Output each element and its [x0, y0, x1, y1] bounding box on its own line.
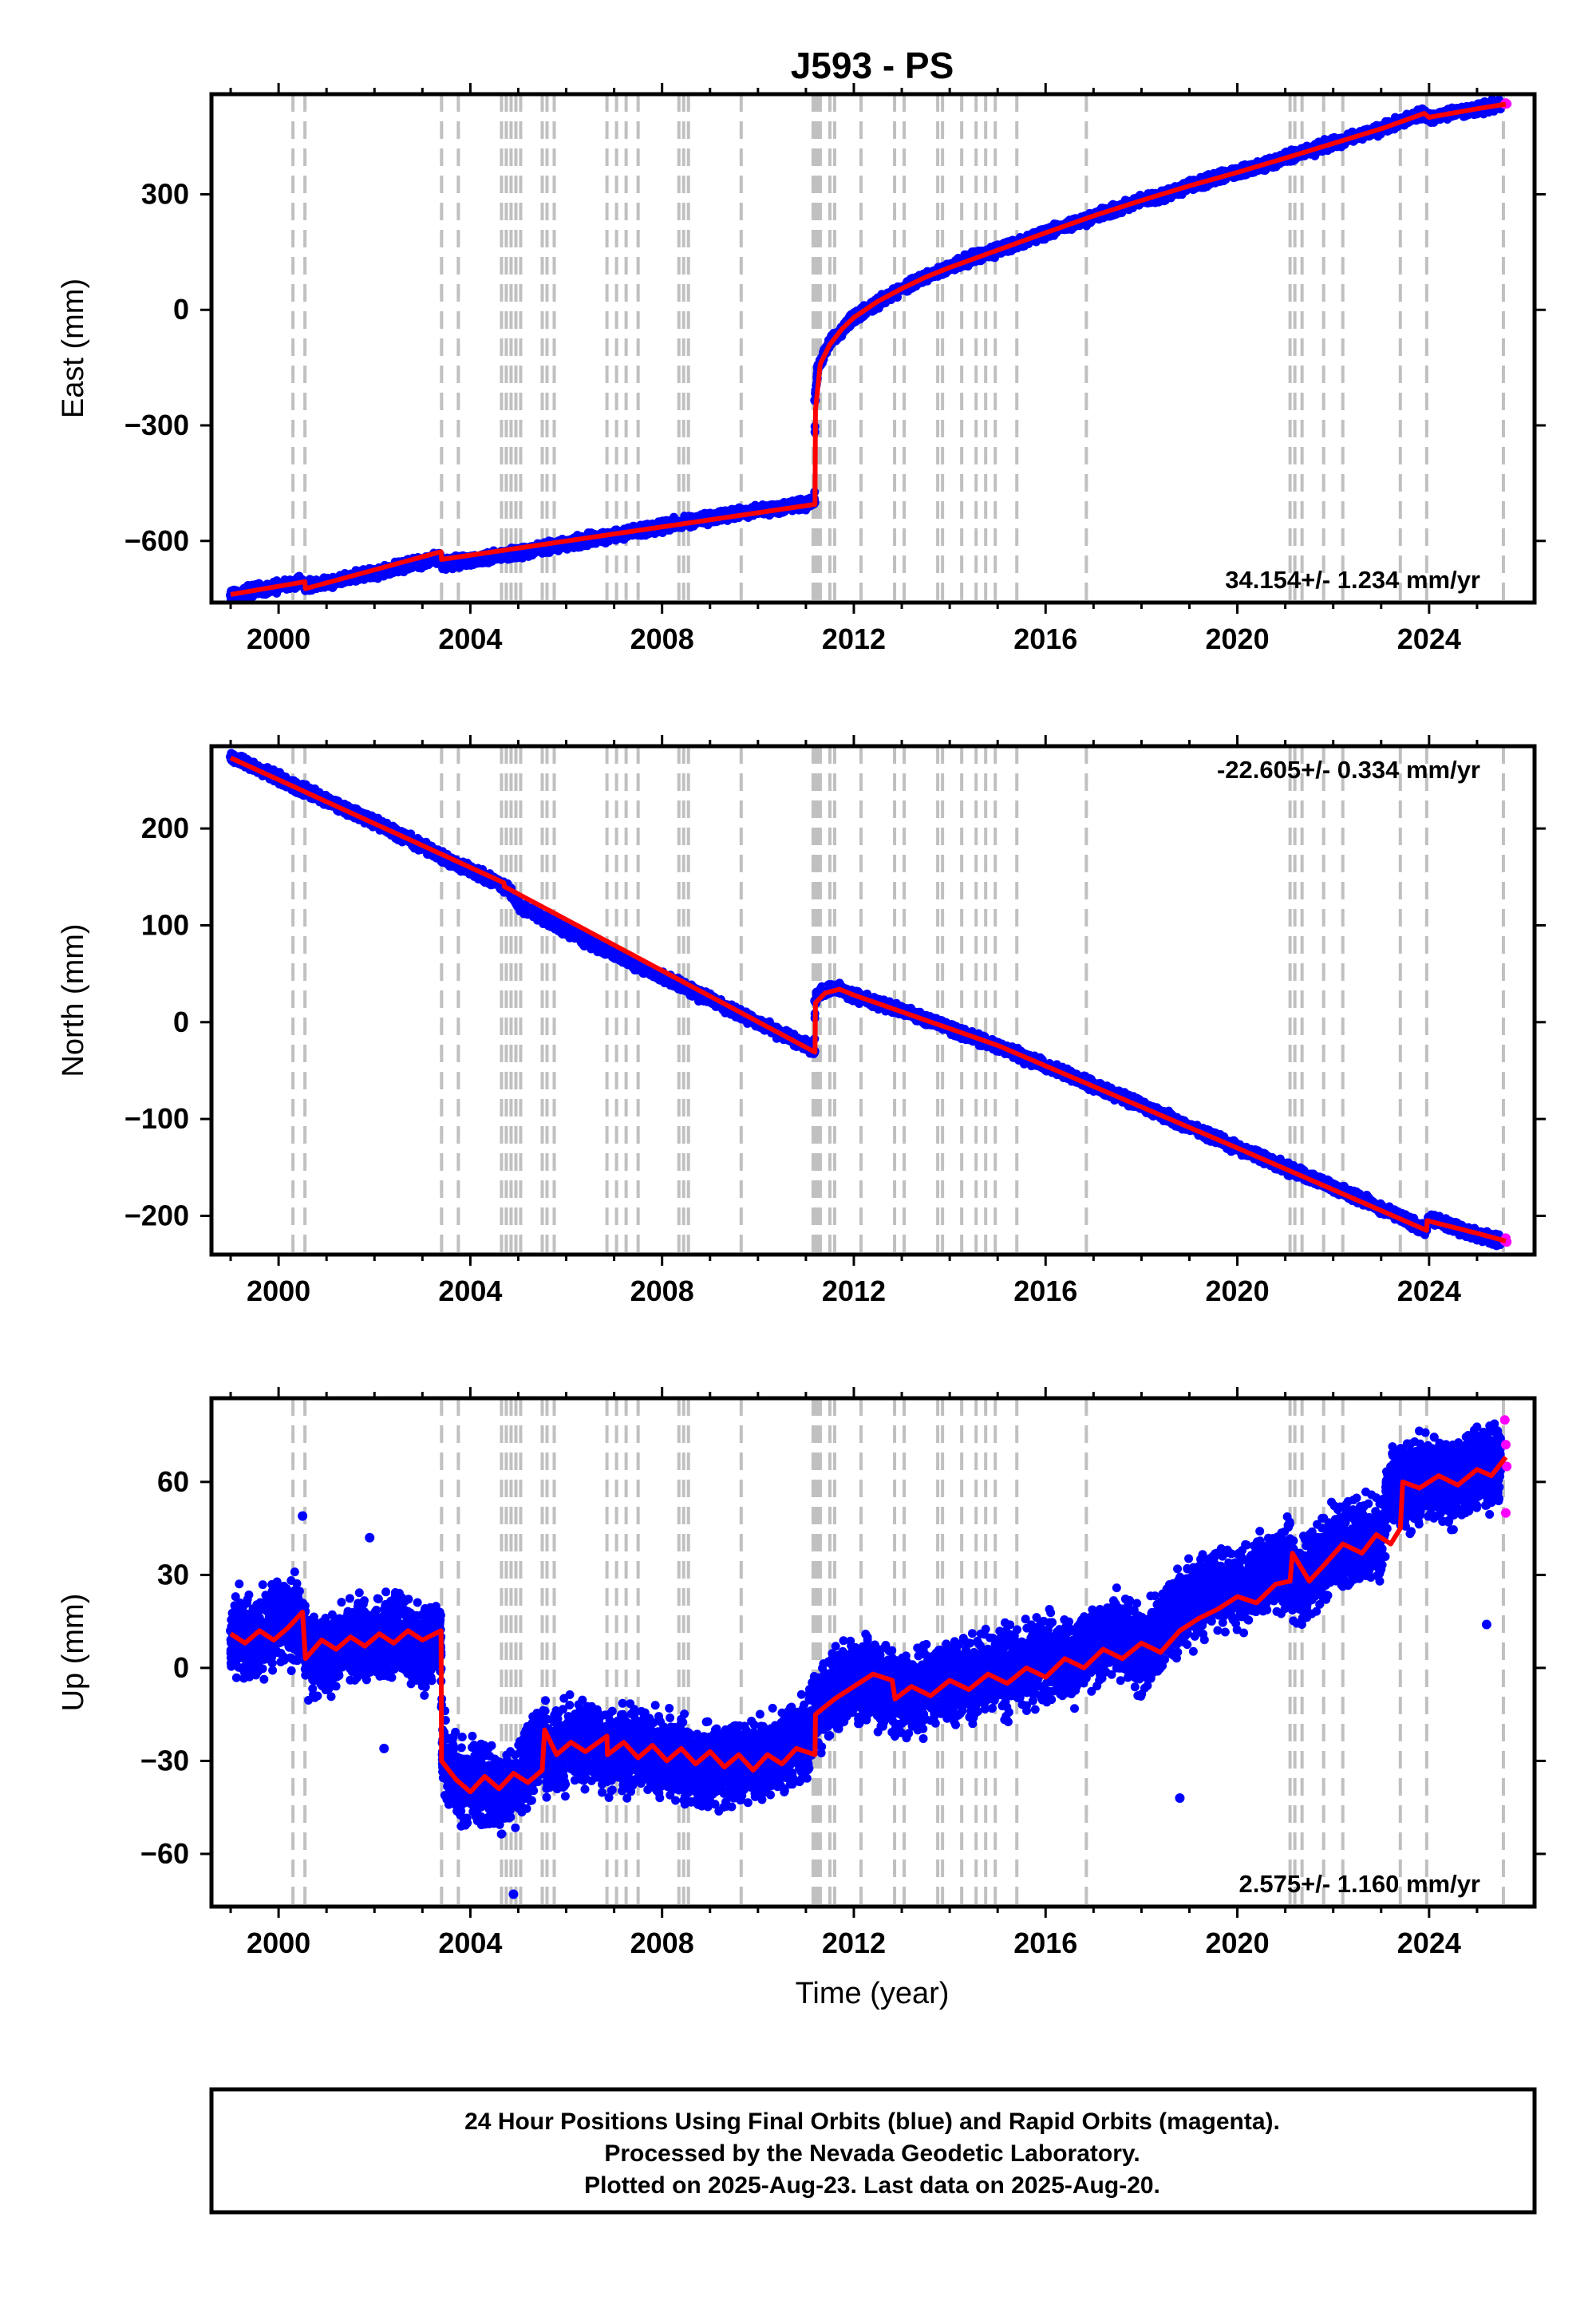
data-point — [575, 540, 584, 550]
data-point — [758, 500, 768, 510]
data-point — [439, 562, 448, 571]
data-point — [382, 567, 392, 577]
data-point — [351, 576, 361, 586]
plot-area — [226, 94, 1512, 603]
data-point — [407, 563, 417, 573]
data-point — [526, 549, 535, 559]
data-point — [476, 558, 486, 567]
chart-title: J593 - PS — [791, 45, 954, 86]
panel-east: 2000 2004 2008 2012 2016 2020 20243000−300−600… — [57, 83, 1546, 655]
data-point — [970, 247, 979, 256]
data-point — [779, 499, 788, 508]
data-point — [399, 567, 409, 577]
series-final-orbits — [226, 95, 1506, 603]
data-point — [468, 559, 478, 568]
panels-group: 2000 2004 2008 2012 2016 2020 20243000−300−600… — [57, 83, 1546, 1959]
